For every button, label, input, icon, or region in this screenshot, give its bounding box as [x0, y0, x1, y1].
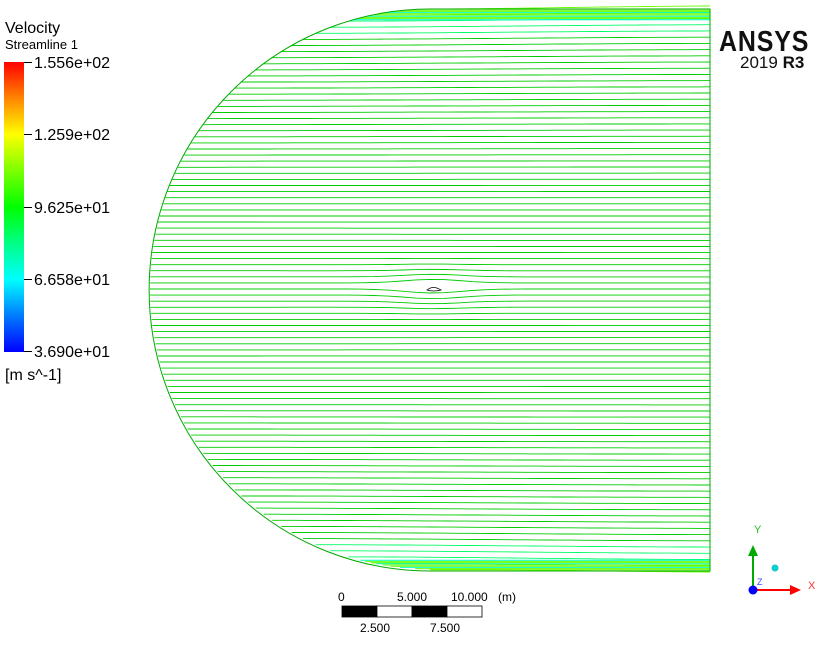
legend-subtitle: Streamline 1	[5, 37, 78, 52]
ansys-logo: ANSYS	[719, 26, 810, 58]
streamline	[315, 544, 711, 548]
streamline	[234, 489, 711, 492]
color-bar-label: 9.625e+01	[34, 200, 111, 217]
color-bar-label: 1.259e+02	[34, 127, 111, 144]
color-bar-tick	[24, 62, 32, 63]
color-bar-label: 6.658e+01	[34, 272, 111, 289]
version-release: R3	[782, 53, 805, 72]
streamline	[228, 92, 710, 95]
streamline	[330, 24, 710, 28]
streamline	[151, 312, 710, 315]
streamline	[199, 129, 710, 132]
legend-units: [m s^-1]	[5, 367, 62, 384]
y-axis-label: Y	[754, 524, 762, 536]
streamline	[151, 263, 710, 266]
streamline	[248, 501, 711, 505]
version-year: 2019	[740, 53, 778, 72]
streamline	[212, 465, 710, 467]
streamline	[291, 42, 710, 46]
scale-bar-segment	[411, 605, 448, 618]
view-sphere-icon[interactable]	[771, 564, 779, 572]
streamline	[223, 477, 710, 480]
streamline	[199, 446, 710, 449]
streamline	[303, 538, 710, 542]
streamline	[195, 440, 711, 443]
legend-title: Velocity	[5, 20, 61, 37]
streamline	[248, 73, 711, 77]
scale-label-10: 10.000	[451, 590, 488, 604]
streamline	[207, 458, 710, 461]
streamline	[150, 300, 710, 305]
streamline	[191, 141, 710, 144]
streamline	[150, 288, 710, 294]
scale-label-0: 0	[338, 590, 345, 604]
color-bar-tick	[24, 134, 32, 135]
streamline	[281, 49, 710, 53]
color-bar	[4, 62, 24, 352]
version-label: 2019 R3	[740, 53, 804, 73]
airfoil-shape	[426, 287, 443, 292]
streamline	[150, 294, 710, 300]
streamline	[272, 55, 710, 59]
airfoil	[426, 287, 443, 292]
z-axis-label: Z	[757, 577, 763, 587]
x-axis-arrow-head	[790, 585, 801, 595]
streamline	[241, 80, 711, 83]
streamline	[255, 507, 711, 511]
streamline	[330, 550, 710, 554]
scale-bar	[341, 605, 483, 618]
streamline	[263, 513, 711, 517]
streamline	[315, 30, 711, 34]
streamline	[241, 495, 711, 498]
axis-triad[interactable]	[748, 545, 801, 595]
streamline	[281, 525, 710, 529]
color-bar-label-min: 3.690e+01	[34, 344, 111, 361]
domain-outline	[148, 8, 711, 572]
scale-label-5: 5.000	[397, 590, 428, 604]
streamline	[203, 452, 710, 455]
streamline	[303, 36, 710, 40]
streamline	[150, 306, 710, 310]
color-bar-tick	[24, 279, 32, 280]
streamline	[228, 483, 710, 486]
streamline	[217, 104, 710, 107]
streamline	[263, 61, 711, 65]
streamline	[203, 123, 710, 126]
x-axis-label: X	[808, 580, 816, 592]
streamline	[272, 519, 710, 523]
domain-boundary	[148, 8, 711, 572]
scale-label-7-5: 7.500	[430, 621, 461, 635]
streamline	[291, 532, 710, 536]
y-axis-arrow-head	[748, 545, 758, 556]
streamline	[150, 278, 710, 284]
color-bar-label-max: 1.556e+02	[34, 55, 111, 72]
z-axis-dot	[748, 585, 758, 595]
scale-bar-segment	[376, 605, 413, 618]
scale-unit: (m)	[498, 590, 516, 604]
scale-bar-segment	[446, 605, 483, 618]
streamline	[223, 98, 710, 101]
scale-label-2-5: 2.500	[360, 621, 391, 635]
color-bar-tick	[24, 207, 32, 208]
streamline	[150, 268, 710, 272]
streamline	[348, 556, 710, 560]
streamline	[217, 471, 710, 474]
streamline	[150, 273, 710, 278]
streamline	[195, 135, 711, 138]
streamline	[255, 67, 711, 71]
scale-bar-segment	[341, 605, 378, 618]
color-bar-tick	[24, 351, 32, 352]
streamline	[191, 434, 710, 437]
streamline	[234, 86, 711, 89]
streamline	[212, 111, 710, 113]
streamline	[207, 117, 710, 120]
